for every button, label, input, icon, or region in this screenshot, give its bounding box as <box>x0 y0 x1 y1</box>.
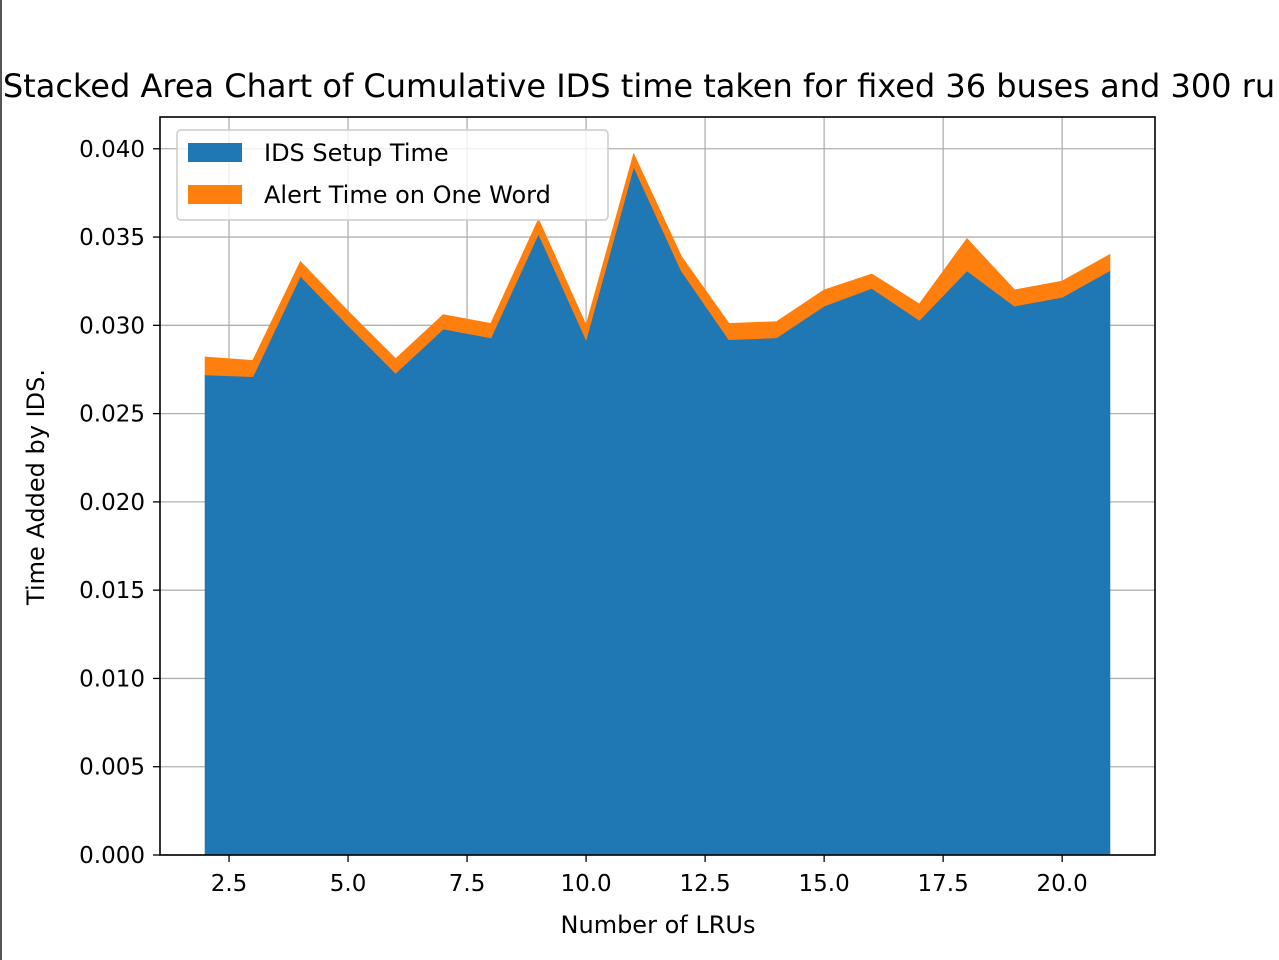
y-tick-label: 0.030 <box>79 313 145 339</box>
legend-label-ids-setup-time: IDS Setup Time <box>264 139 449 167</box>
legend-swatch-ids-setup-time <box>188 143 242 162</box>
y-tick-label: 0.025 <box>79 402 145 428</box>
window-left-border <box>0 0 2 960</box>
area-series-alert-time-on-one-word <box>204 152 1111 378</box>
x-tick-label: 2.5 <box>211 871 248 897</box>
legend-label-alert-time-on-one-word: Alert Time on One Word <box>264 181 551 209</box>
y-axis-ticks: 0.000 0.005 0.010 0.015 0.020 0.025 0.030 0.035… <box>79 137 160 869</box>
x-tick-label: 12.5 <box>679 871 730 897</box>
legend-swatch-alert-time-on-one-word <box>188 185 242 204</box>
x-tick-label: 17.5 <box>918 871 969 897</box>
x-tick-label: 20.0 <box>1037 871 1088 897</box>
legend-box <box>176 129 609 221</box>
x-tick-label: 7.5 <box>449 871 486 897</box>
x-tick-label: 15.0 <box>799 871 850 897</box>
x-tick-label: 10.0 <box>560 871 611 897</box>
x-axis-ticks: 2.5 5.0 7.5 10.0 12.5 15.0 17.5 20.0 <box>211 855 1088 897</box>
legend: IDS Setup Time Alert Time on One Word <box>176 129 609 221</box>
y-tick-label: 0.010 <box>79 666 145 692</box>
x-axis-label: Number of LRUs <box>561 911 756 939</box>
x-tick-label: 5.0 <box>330 871 367 897</box>
area-series <box>204 152 1111 856</box>
chart-title: Stacked Area Chart of Cumulative IDS tim… <box>3 67 1275 105</box>
y-tick-label: 0.040 <box>79 137 145 163</box>
y-tick-label: 0.035 <box>79 225 145 251</box>
y-tick-label: 0.005 <box>79 755 145 781</box>
y-axis-label: Time Added by IDS. <box>22 369 50 606</box>
plot-area-frame <box>159 116 1156 856</box>
y-tick-label: 0.020 <box>79 490 145 516</box>
y-tick-label: 0.000 <box>79 843 145 869</box>
y-tick-label: 0.015 <box>79 578 145 604</box>
